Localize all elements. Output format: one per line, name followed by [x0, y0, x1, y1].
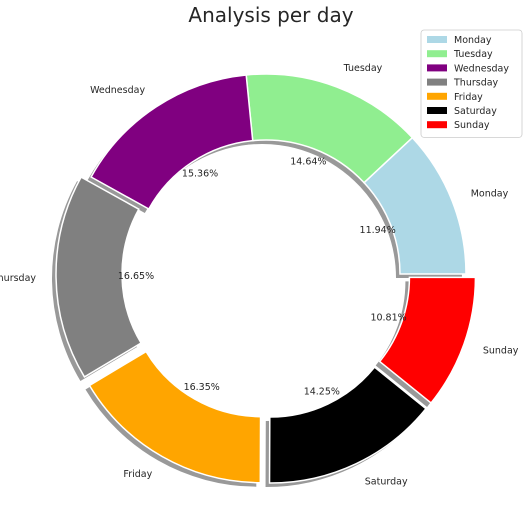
- slice-label-sunday: Sunday: [483, 346, 519, 357]
- legend-swatch-tuesday: [427, 50, 447, 58]
- percentage-label-thursday: 16.65%: [118, 271, 154, 282]
- slice-label-thursday: Thursday: [0, 273, 36, 284]
- legend-entry-sunday: Sunday: [454, 120, 490, 131]
- slice-friday: [88, 350, 262, 484]
- percentage-label-friday: 16.35%: [184, 382, 220, 393]
- legend-entry-thursday: Thursday: [453, 78, 499, 89]
- legend-entry-tuesday: Tuesday: [453, 49, 493, 60]
- percentage-labels: 11.94% 14.64% 15.36% 16.65% 16.35% 14.25% 10.8…: [118, 157, 407, 398]
- legend-swatch-monday: [427, 36, 447, 43]
- legend-swatch-friday: [427, 92, 447, 100]
- slice-label-tuesday: Tuesday: [343, 63, 383, 74]
- legend-swatch-saturday: [427, 107, 447, 114]
- percentage-label-tuesday: 14.64%: [290, 157, 326, 168]
- slice-labels: Monday Tuesday Wednesday Thursday Friday Satu…: [0, 63, 519, 488]
- legend-swatch-wednesday: [427, 64, 447, 72]
- slice-label-saturday: Saturday: [365, 477, 408, 488]
- slice-wednesday: [90, 74, 254, 211]
- slice-sunday: [378, 276, 477, 405]
- chart-title: Analysis per day: [188, 3, 353, 27]
- slices: [55, 73, 477, 484]
- legend: Monday Tuesday Wednesday Thursday Friday Satu…: [420, 29, 523, 138]
- legend-entry-wednesday: Wednesday: [454, 63, 509, 74]
- legend-swatch-thursday: [427, 78, 447, 86]
- slice-label-friday: Friday: [123, 469, 152, 480]
- legend-entry-monday: Monday: [454, 35, 492, 46]
- percentage-label-wednesday: 15.36%: [182, 169, 218, 180]
- slice-thursday: [55, 176, 143, 378]
- legend-entry-saturday: Saturday: [454, 106, 497, 117]
- percentage-label-saturday: 14.25%: [304, 386, 340, 397]
- percentage-label-sunday: 10.81%: [370, 312, 406, 323]
- slice-label-monday: Monday: [471, 188, 509, 199]
- legend-entry-friday: Friday: [454, 92, 483, 103]
- percentage-label-monday: 11.94%: [360, 225, 396, 236]
- slice-label-wednesday: Wednesday: [90, 85, 145, 96]
- slice-saturday: [268, 366, 427, 484]
- legend-swatch-sunday: [427, 121, 447, 129]
